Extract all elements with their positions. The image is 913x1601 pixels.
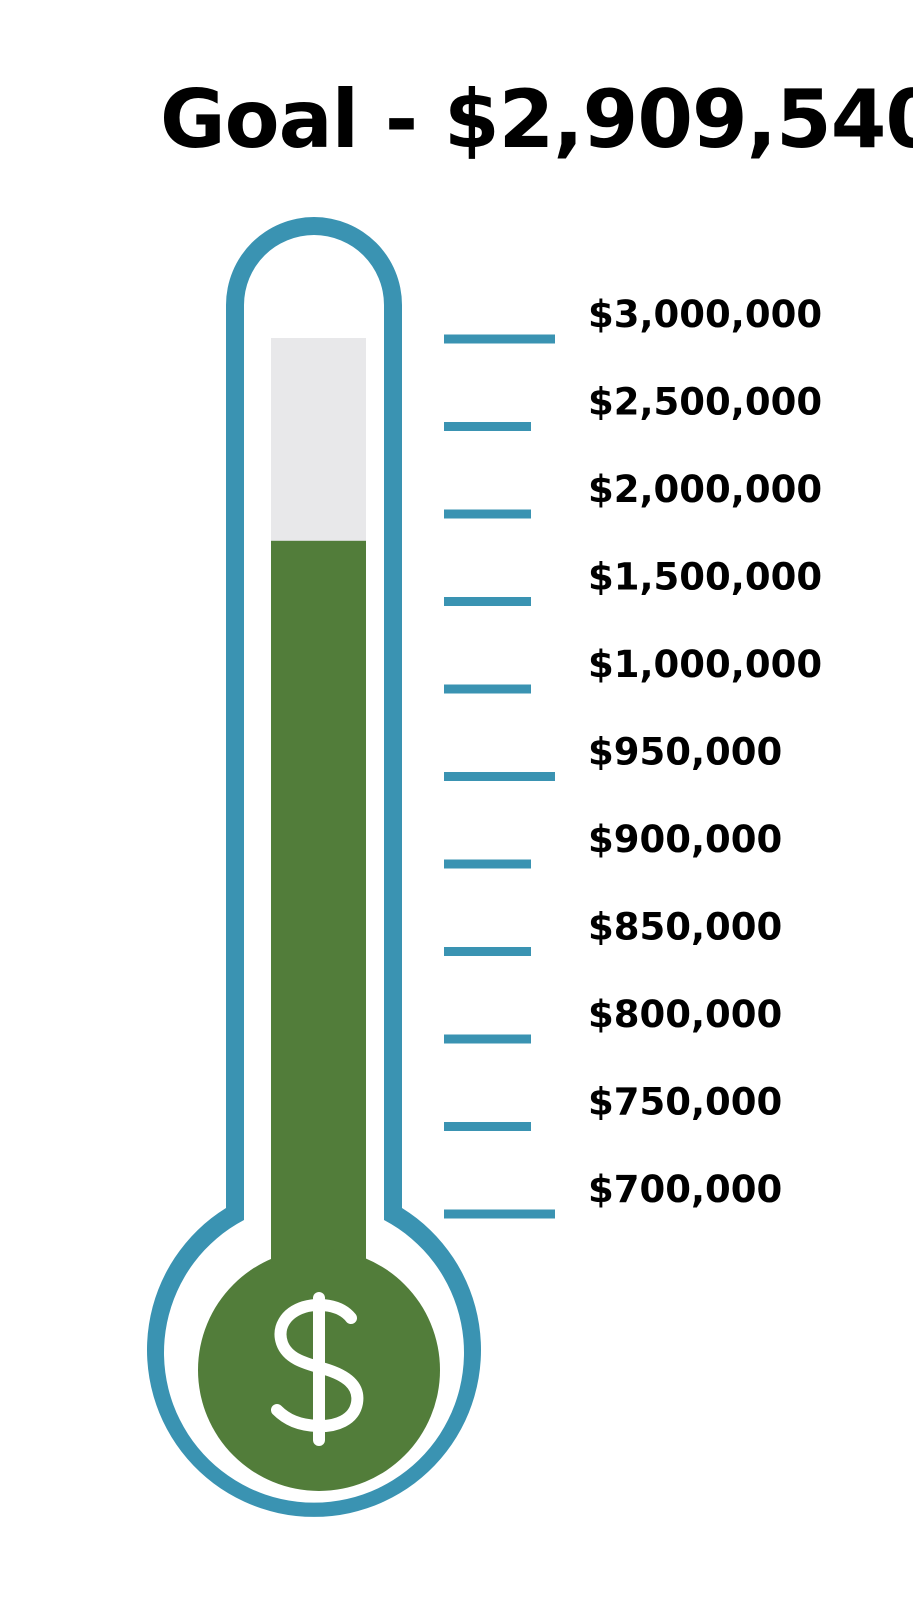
tick-label: $850,000 [588,906,782,949]
tick-label: $1,500,000 [588,556,822,599]
tick-label: $700,000 [588,1168,782,1211]
goal-title: Goal - $2,909,540 [160,73,913,166]
tick-label: $750,000 [588,1081,782,1124]
tick-label: $900,000 [588,818,782,861]
tick-label: $1,000,000 [588,643,822,686]
tick-label: $3,000,000 [588,293,822,336]
scale-ticks: $3,000,000 $2,500,000 $2,000,000 $1,500,000… [444,293,822,1219]
tick-label: $950,000 [588,731,782,774]
tick-label: $2,500,000 [588,381,822,424]
tick-label: $800,000 [588,993,782,1036]
dollar-sign-icon [271,1292,364,1446]
thermometer-fill-column [271,540,366,1260]
tick-label: $2,000,000 [588,468,822,511]
